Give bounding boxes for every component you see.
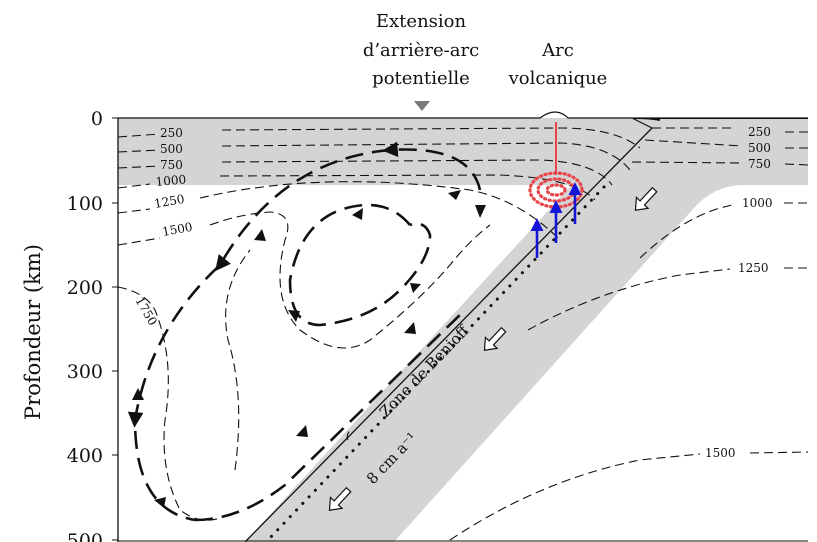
subducting-slab bbox=[245, 118, 808, 542]
isotherm-label-right-1500: 1500 bbox=[705, 446, 736, 460]
y-tick-0: 0 bbox=[91, 108, 103, 130]
isotherm-label-left-1000: 1000 bbox=[155, 172, 187, 189]
y-axis-label: Profondeur (km) bbox=[21, 244, 45, 420]
y-tick-400: 400 bbox=[67, 445, 103, 467]
isotherm-label-left-250: 250 bbox=[160, 126, 183, 140]
isotherm-label-right-1250: 1250 bbox=[738, 261, 769, 275]
backarc-label-line3: potentielle bbox=[372, 68, 470, 89]
y-tick-100: 100 bbox=[67, 193, 103, 215]
magma-ascent-arrows bbox=[530, 182, 582, 258]
backarc-label-line2: d’arrière-arc bbox=[363, 40, 479, 61]
isotherm-label-left-1250: 1250 bbox=[153, 192, 186, 211]
isotherm-label-right-1000: 1000 bbox=[742, 196, 773, 210]
convection-arrowheads bbox=[132, 190, 486, 508]
isotherm-label-left-1500: 1500 bbox=[161, 220, 194, 239]
backarc-marker-triangle-icon bbox=[414, 101, 430, 111]
isotherm-label-left-750: 750 bbox=[160, 158, 183, 172]
y-tick-500: 500 bbox=[67, 530, 103, 542]
benioff-zone-line bbox=[266, 185, 606, 542]
isotherm-label-right-750: 750 bbox=[748, 157, 771, 171]
mantle-convection bbox=[127, 141, 482, 522]
y-tick-300: 300 bbox=[67, 361, 103, 383]
y-axis bbox=[112, 117, 119, 542]
y-tick-200: 200 bbox=[67, 277, 103, 299]
subduction-direction-arrow-icon bbox=[328, 186, 658, 511]
arc-label-line1: Arc bbox=[541, 40, 574, 61]
isotherm-label-right-250: 250 bbox=[748, 125, 771, 139]
backarc-label-line1: Extension bbox=[376, 11, 467, 32]
isotherm-label-left-500: 500 bbox=[160, 142, 183, 156]
overriding-plate bbox=[118, 118, 652, 185]
isotherm-label-right-500: 500 bbox=[748, 141, 771, 155]
slab-outline bbox=[244, 118, 808, 542]
arc-label-line2: volcanique bbox=[508, 68, 608, 89]
